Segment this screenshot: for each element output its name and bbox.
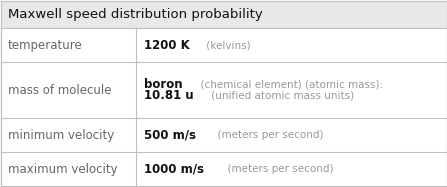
Text: (kelvins): (kelvins) [203, 40, 251, 50]
Text: 500 m/s: 500 m/s [144, 128, 196, 142]
Text: boron: boron [144, 78, 183, 91]
Text: (meters per second): (meters per second) [221, 164, 334, 174]
Text: maximum velocity: maximum velocity [8, 163, 118, 176]
Text: 1000 m/s: 1000 m/s [144, 163, 204, 176]
Bar [0, 1, 447, 27]
Text: temperature: temperature [8, 39, 83, 51]
Text: 1200 K: 1200 K [144, 39, 190, 51]
Text: (unified atomic mass units): (unified atomic mass units) [208, 91, 354, 100]
Text: Maxwell speed distribution probability: Maxwell speed distribution probability [8, 8, 263, 21]
Text: (meters per second): (meters per second) [211, 130, 324, 140]
Text: minimum velocity: minimum velocity [8, 128, 114, 142]
Text: mass of molecule: mass of molecule [8, 84, 111, 96]
Text: (chemical element) (atomic mass):: (chemical element) (atomic mass): [194, 79, 383, 90]
Text: 10.81 u: 10.81 u [144, 89, 194, 102]
